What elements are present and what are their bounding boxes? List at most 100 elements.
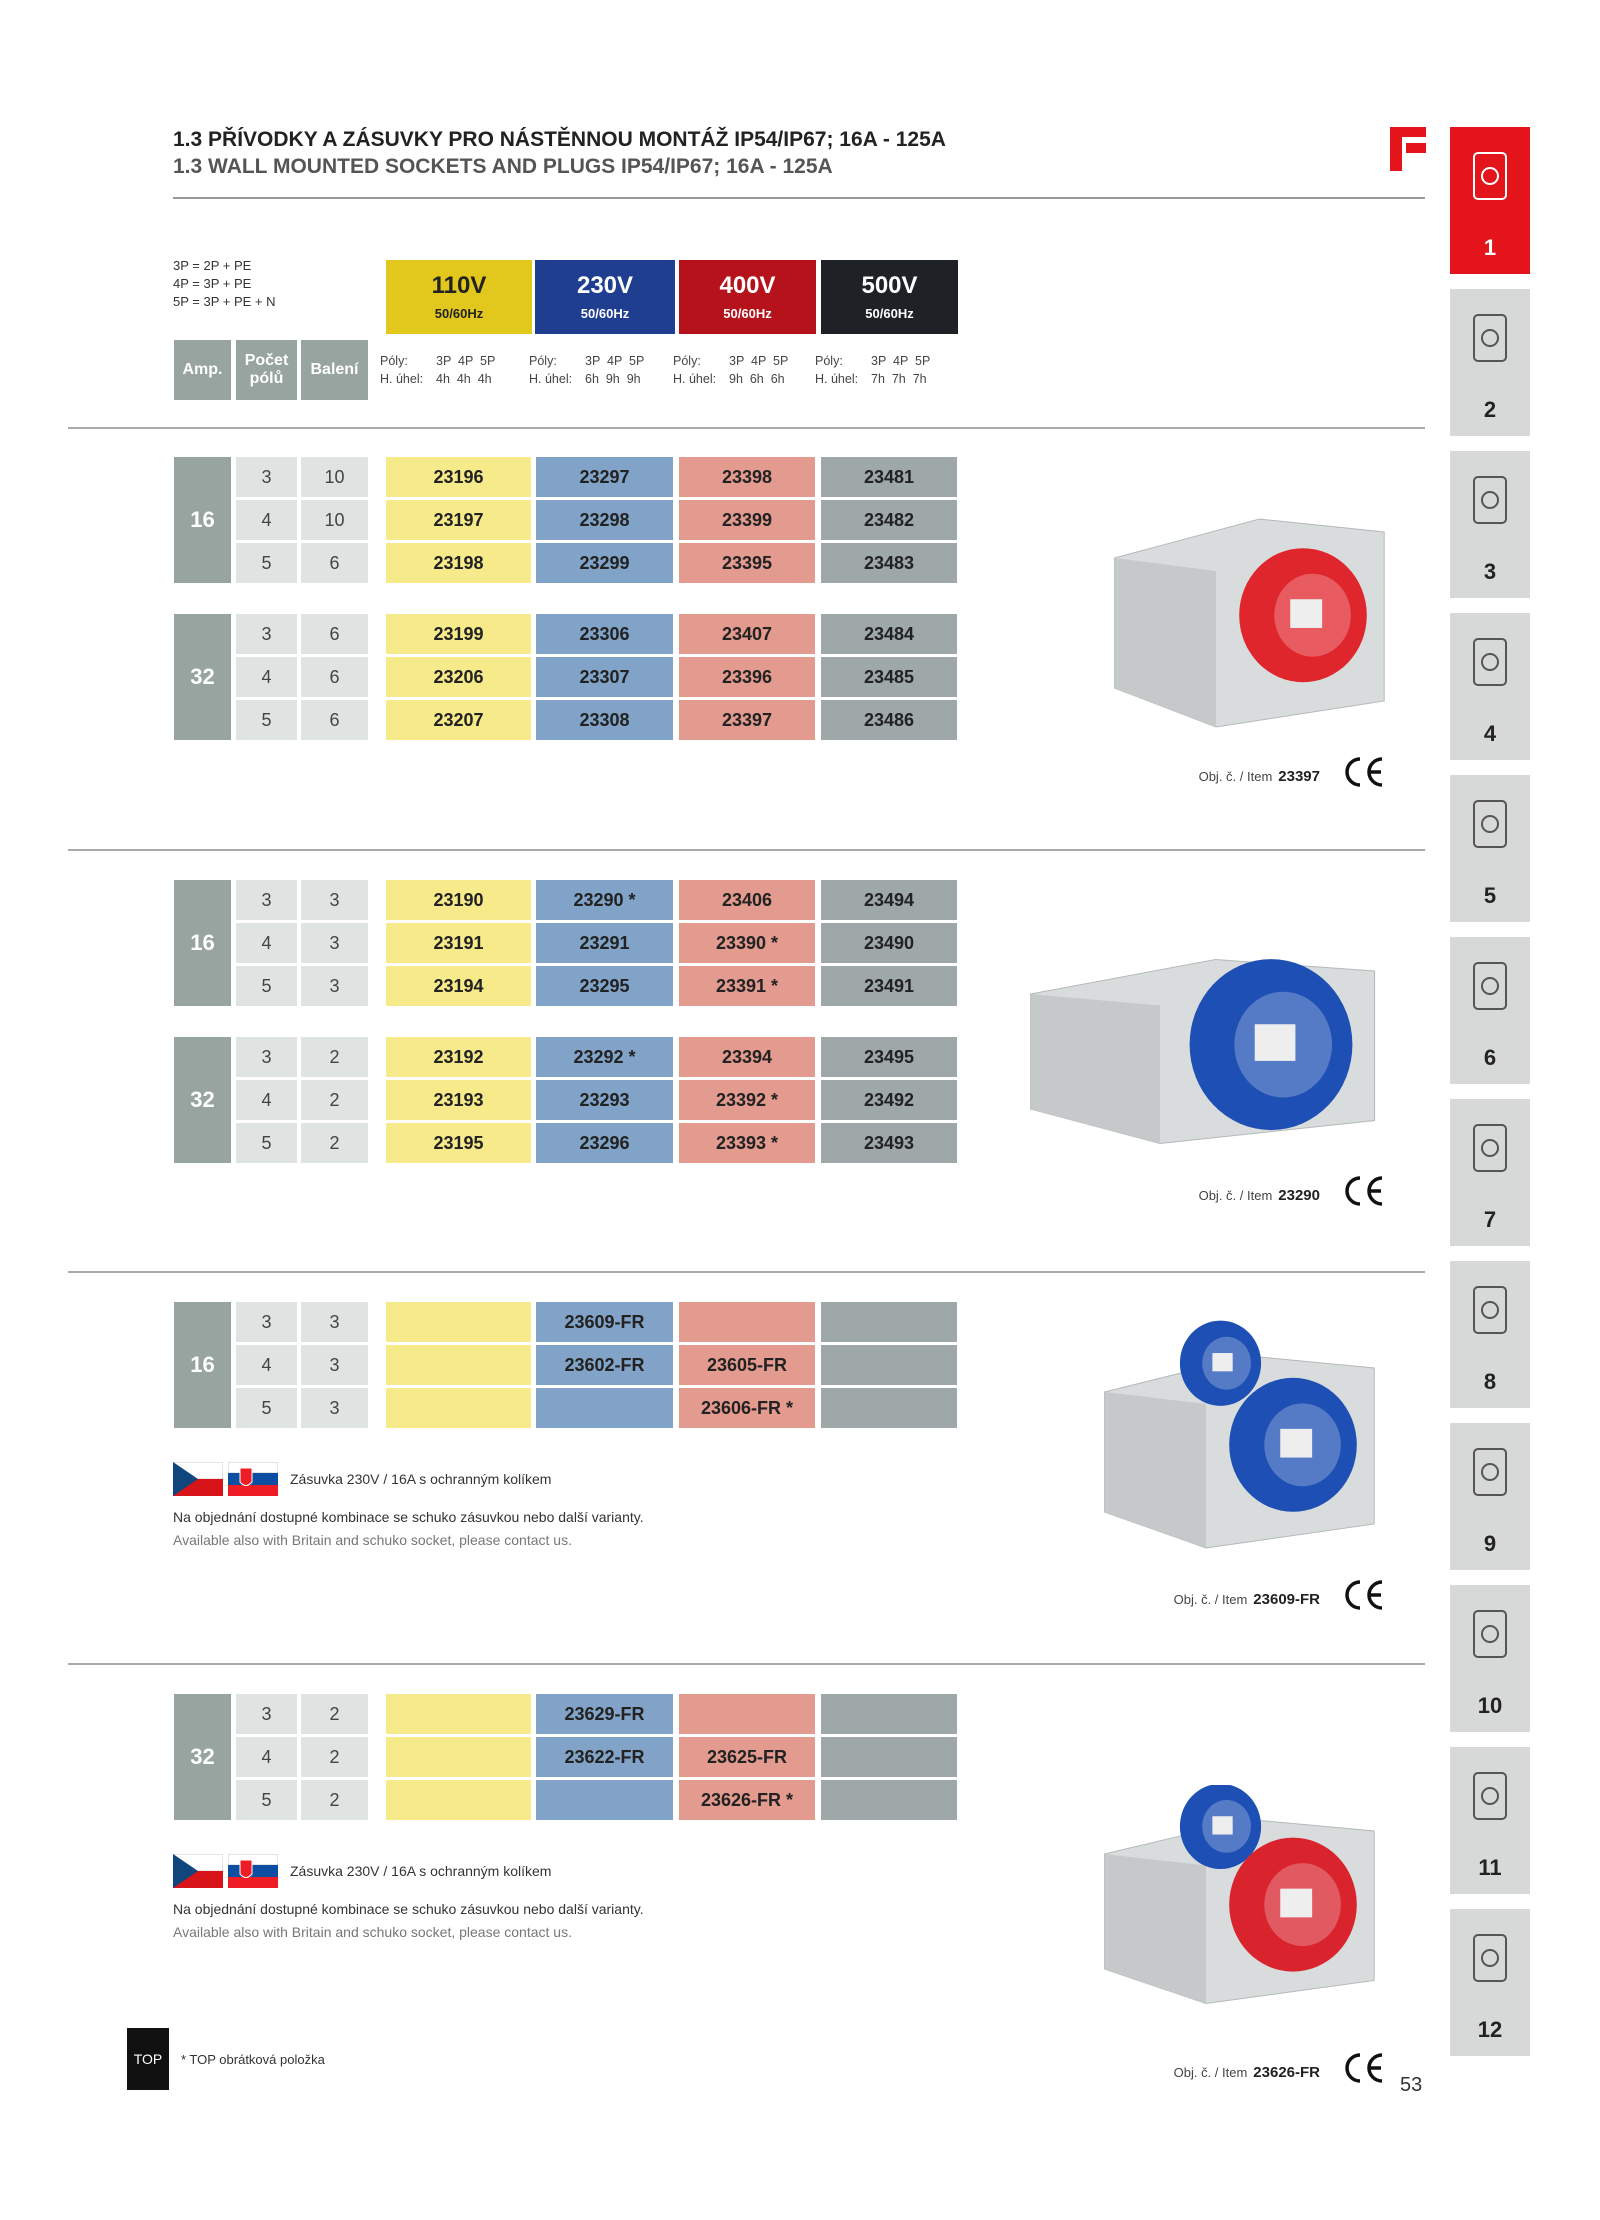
category-tab[interactable]: 11 — [1450, 1747, 1530, 1894]
item-cell — [386, 1345, 531, 1385]
category-tab[interactable]: 12 — [1450, 1909, 1530, 2056]
voltage: 110V — [431, 272, 487, 299]
category-tab[interactable]: 2 — [1450, 289, 1530, 436]
note-cz: Na objednání dostupné kombinace se schuk… — [173, 1901, 644, 1917]
product-image — [1104, 1320, 1375, 1549]
item-cell — [821, 1345, 957, 1385]
item-cell: 23306 — [536, 614, 673, 654]
item-cell: 23391 * — [679, 966, 815, 1006]
voltage-header: 230V 50/60Hz — [535, 260, 675, 334]
item-cell: 23295 — [536, 966, 673, 1006]
ce-mark — [1345, 1580, 1383, 1610]
flag-cz — [172, 1853, 224, 1888]
item-cell: 23296 — [536, 1123, 673, 1163]
tab-number: 7 — [1483, 1207, 1497, 1232]
product-image — [1030, 958, 1376, 1145]
column-header: Balení — [301, 340, 368, 400]
item-number: 23626-FR — [1253, 2064, 1320, 2081]
poles-cell: 4 — [236, 1080, 297, 1120]
item-cell: 23190 — [386, 880, 531, 920]
poles-cell: 4 — [236, 657, 297, 697]
category-tab[interactable]: 5 — [1450, 775, 1530, 922]
category-tab[interactable]: 1 — [1450, 127, 1530, 274]
item-cell: 23195 — [386, 1123, 531, 1163]
item-number: 23609-FR — [1253, 1591, 1320, 1608]
tab-icon — [1473, 314, 1507, 362]
item-cell: 23298 — [536, 500, 673, 540]
category-tab[interactable]: 4 — [1450, 613, 1530, 760]
section-rule — [68, 1663, 1425, 1665]
tab-icon — [1473, 638, 1507, 686]
voltage-header: 400V 50/60Hz — [679, 260, 816, 334]
category-tab[interactable]: 6 — [1450, 937, 1530, 1084]
item-cell: 23308 — [536, 700, 673, 740]
item-cell — [821, 1388, 957, 1428]
item-cell: 23307 — [536, 657, 673, 697]
item-cell: 23397 — [679, 700, 815, 740]
item-cell: 23606-FR * — [679, 1388, 815, 1428]
pack-cell: 6 — [301, 657, 368, 697]
voltage: 400V — [719, 272, 776, 299]
poles-cell: 5 — [236, 966, 297, 1006]
pack-cell: 3 — [301, 966, 368, 1006]
category-tab[interactable]: 9 — [1450, 1423, 1530, 1570]
item-cell: 23396 — [679, 657, 815, 697]
angle-label: H. úhel: — [380, 372, 424, 386]
tab-number: 1 — [1483, 235, 1497, 260]
poles-label: Póly: — [380, 354, 408, 368]
angle-label: H. úhel: — [673, 372, 717, 386]
tab-icon — [1473, 1286, 1507, 1334]
pack-cell: 2 — [301, 1694, 368, 1734]
item-label: Obj. č. / Item — [1198, 1188, 1273, 1203]
poles: 3P 4P 5P — [871, 354, 931, 368]
tab-icon — [1473, 152, 1507, 200]
tab-icon — [1473, 1772, 1507, 1820]
item-cell: 23394 — [679, 1037, 815, 1077]
item-cell: 23194 — [386, 966, 531, 1006]
tab-number: 5 — [1483, 883, 1497, 908]
item-cell: 23398 — [679, 457, 815, 497]
item-cell: 23197 — [386, 500, 531, 540]
item-cell — [386, 1694, 531, 1734]
item-cell — [386, 1388, 531, 1428]
poles-cell: 4 — [236, 500, 297, 540]
legend-line: 5P = 3P + PE + N — [173, 294, 276, 309]
item-label: Obj. č. / Item — [1198, 769, 1273, 784]
flag-sk — [227, 1461, 279, 1496]
tab-icon — [1473, 1934, 1507, 1982]
item-cell: 23196 — [386, 457, 531, 497]
tab-number: 6 — [1483, 1045, 1497, 1070]
category-tab[interactable]: 10 — [1450, 1585, 1530, 1732]
pack-cell: 3 — [301, 1345, 368, 1385]
category-tab[interactable]: 3 — [1450, 451, 1530, 598]
poles-label: Póly: — [815, 354, 843, 368]
item-cell: 23406 — [679, 880, 815, 920]
item-cell: 23485 — [821, 657, 957, 697]
item-cell: 23625-FR — [679, 1737, 815, 1777]
item-cell: 23291 — [536, 923, 673, 963]
flag-cz — [172, 1461, 224, 1496]
item-cell: 23207 — [386, 700, 531, 740]
logo — [1390, 127, 1426, 171]
pack-cell: 3 — [301, 1302, 368, 1342]
category-tab[interactable]: 7 — [1450, 1099, 1530, 1246]
header-rule — [173, 197, 1425, 199]
frequency: 50/60Hz — [434, 306, 484, 321]
poles-cell: 4 — [236, 1737, 297, 1777]
item-cell: 23290 * — [536, 880, 673, 920]
poles-cell: 5 — [236, 1388, 297, 1428]
item-cell: 23609-FR — [536, 1302, 673, 1342]
item-cell: 23390 * — [679, 923, 815, 963]
category-tab[interactable]: 8 — [1450, 1261, 1530, 1408]
amp-cell: 32 — [174, 614, 231, 740]
item-cell: 23486 — [821, 700, 957, 740]
page-number: 53 — [1400, 2074, 1423, 2096]
item-cell: 23493 — [821, 1123, 957, 1163]
poles-cell: 4 — [236, 1345, 297, 1385]
note-cz: Na objednání dostupné kombinace se schuk… — [173, 1509, 644, 1525]
pack-cell: 3 — [301, 923, 368, 963]
voltage: 230V — [576, 272, 634, 299]
pack-cell: 6 — [301, 700, 368, 740]
amp-cell: 32 — [174, 1037, 231, 1163]
item-cell: 23629-FR — [536, 1694, 673, 1734]
